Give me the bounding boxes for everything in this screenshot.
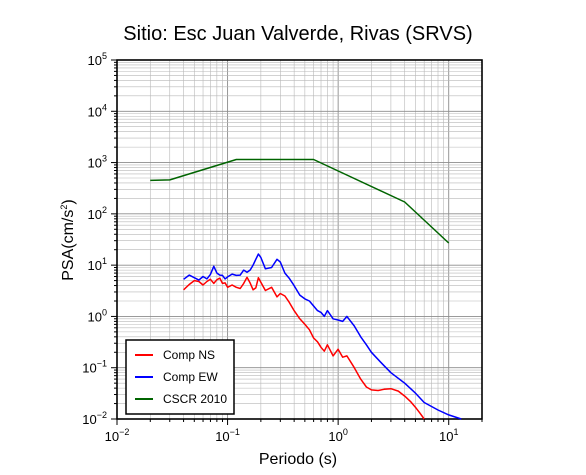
legend-label-ns: Comp NS [163, 348, 215, 362]
y-tick-label: 10−1 [82, 359, 107, 376]
legend-label-cscr: CSCR 2010 [163, 392, 227, 406]
series-lines [150, 158, 462, 420]
x-tick-label: 10−2 [105, 427, 130, 444]
x-tick-label: 10−1 [215, 427, 240, 444]
y-axis-label: PSA(cm/s2) [59, 199, 77, 280]
plot-frame [116, 59, 483, 420]
plot-area-border [116, 59, 483, 420]
series-cscr-2010-line [150, 158, 450, 244]
y-axis-ticks: 10−2 10−1 100 101 102 103 104 105 [82, 51, 117, 427]
y-axis-label-base: PSA(cm/s [60, 210, 77, 281]
grid [116, 59, 483, 420]
x-tick-label: 101 [439, 427, 458, 444]
series-comp-ew-line [183, 253, 462, 420]
y-tick-label: 105 [88, 51, 107, 68]
y-tick-label: 10−2 [82, 410, 107, 427]
series-comp-ns-line [183, 276, 425, 420]
y-tick-label: 103 [88, 154, 107, 171]
y-axis-label-exponent: 2 [59, 205, 69, 210]
y-tick-label: 102 [88, 205, 107, 222]
legend-label-ew: Comp EW [163, 370, 218, 384]
y-axis-label-close: ) [60, 199, 77, 204]
chart-title: Sitio: Esc Juan Valverde, Rivas (SRVS) [123, 23, 472, 45]
y-tick-label: 101 [88, 256, 107, 273]
x-axis-ticks: 10−2 10−1 100 101 [105, 419, 483, 444]
y-tick-label: 100 [88, 307, 107, 324]
legend: Comp NS Comp EW CSCR 2010 [125, 339, 235, 415]
x-axis-label: Periodo (s) [259, 451, 337, 468]
y-tick-label: 104 [88, 102, 107, 119]
x-tick-label: 100 [328, 427, 347, 444]
